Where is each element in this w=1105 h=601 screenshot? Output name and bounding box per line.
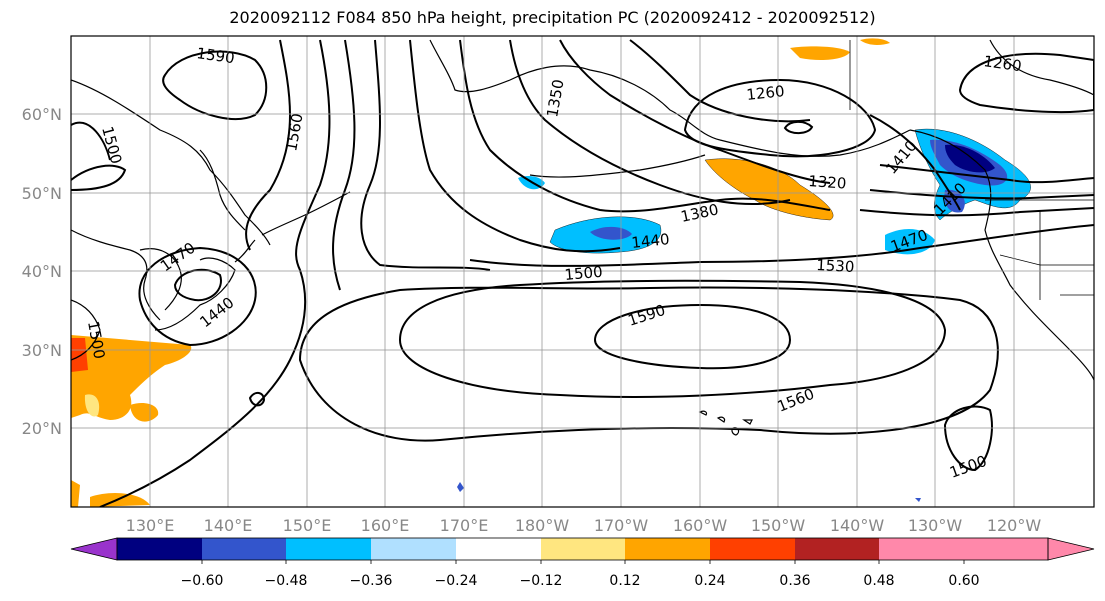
lat-label: 60°N — [22, 105, 62, 124]
latitude-labels: 60°N 50°N 40°N 30°N 20°N — [22, 105, 62, 438]
colorbar-segment — [117, 538, 202, 560]
lon-label: 170°E — [440, 516, 489, 535]
colorbar: −0.60 −0.48 −0.36 −0.24 −0.12 0.12 0.24 … — [70, 537, 1095, 589]
contour-label: 1530 — [816, 256, 855, 276]
lat-label: 50°N — [22, 184, 62, 203]
contour-label: 1500 — [564, 263, 604, 284]
contour-label: 1320 — [808, 172, 847, 193]
colorbar-segment — [964, 538, 1048, 560]
contour-label: 1440 — [631, 230, 671, 252]
lon-label: 160°W — [673, 516, 728, 535]
colorbar-segment — [456, 538, 541, 560]
colorbar-tick-label: 0.48 — [863, 573, 894, 589]
colorbar-tick-label: −0.60 — [181, 573, 224, 589]
height-contours — [71, 39, 1094, 507]
colorbar-tick-label: −0.24 — [435, 573, 478, 589]
precip-negative-areas — [518, 128, 1031, 255]
map-frame — [70, 35, 1095, 508]
graticule — [71, 36, 1094, 507]
colorbar-segment — [286, 538, 371, 560]
colorbar-segment — [710, 538, 795, 560]
lat-label: 30°N — [22, 341, 62, 360]
colorbar-tick-label: 0.12 — [609, 573, 640, 589]
lon-label: 150°W — [751, 516, 806, 535]
colorbar-extend-high — [1047, 537, 1095, 561]
colorbar-tick-label: 0.60 — [948, 573, 979, 589]
longitude-labels: 130°E 140°E 150°E 160°E 170°E 180°W 170°… — [126, 516, 1042, 535]
colorbar-segment — [879, 538, 964, 560]
lon-label: 160°E — [361, 516, 410, 535]
colorbar-segment — [371, 538, 456, 560]
lat-label: 20°N — [22, 419, 62, 438]
lon-label: 130°W — [908, 516, 963, 535]
contour-label: 1260 — [982, 52, 1022, 75]
colorbar-tick-label: −0.48 — [265, 573, 308, 589]
contour-label: 1590 — [195, 44, 235, 67]
lat-label: 40°N — [22, 262, 62, 281]
colorbar-segment — [795, 538, 879, 560]
map-title: 2020092112 F084 850 hPa height, precipit… — [229, 8, 876, 27]
colorbar-extend-low — [70, 537, 118, 561]
lon-label: 150°E — [283, 516, 332, 535]
lon-label: 120°W — [987, 516, 1042, 535]
colorbar-tick-label: −0.12 — [520, 573, 563, 589]
lon-label: 140°E — [204, 516, 253, 535]
contour-label: 1260 — [746, 82, 786, 104]
colorbar-tick-label: 0.24 — [694, 573, 725, 589]
colorbar-tick-label: −0.36 — [350, 573, 393, 589]
lon-label: 130°E — [126, 516, 175, 535]
colorbar-segment — [202, 538, 286, 560]
colorbar-segment — [625, 538, 710, 560]
lon-label: 140°W — [830, 516, 885, 535]
colorbar-tick-label: 0.36 — [779, 573, 810, 589]
islands — [457, 410, 921, 502]
lon-label: 170°W — [594, 516, 649, 535]
lon-label: 180°W — [515, 516, 570, 535]
colorbar-segment — [541, 538, 625, 560]
